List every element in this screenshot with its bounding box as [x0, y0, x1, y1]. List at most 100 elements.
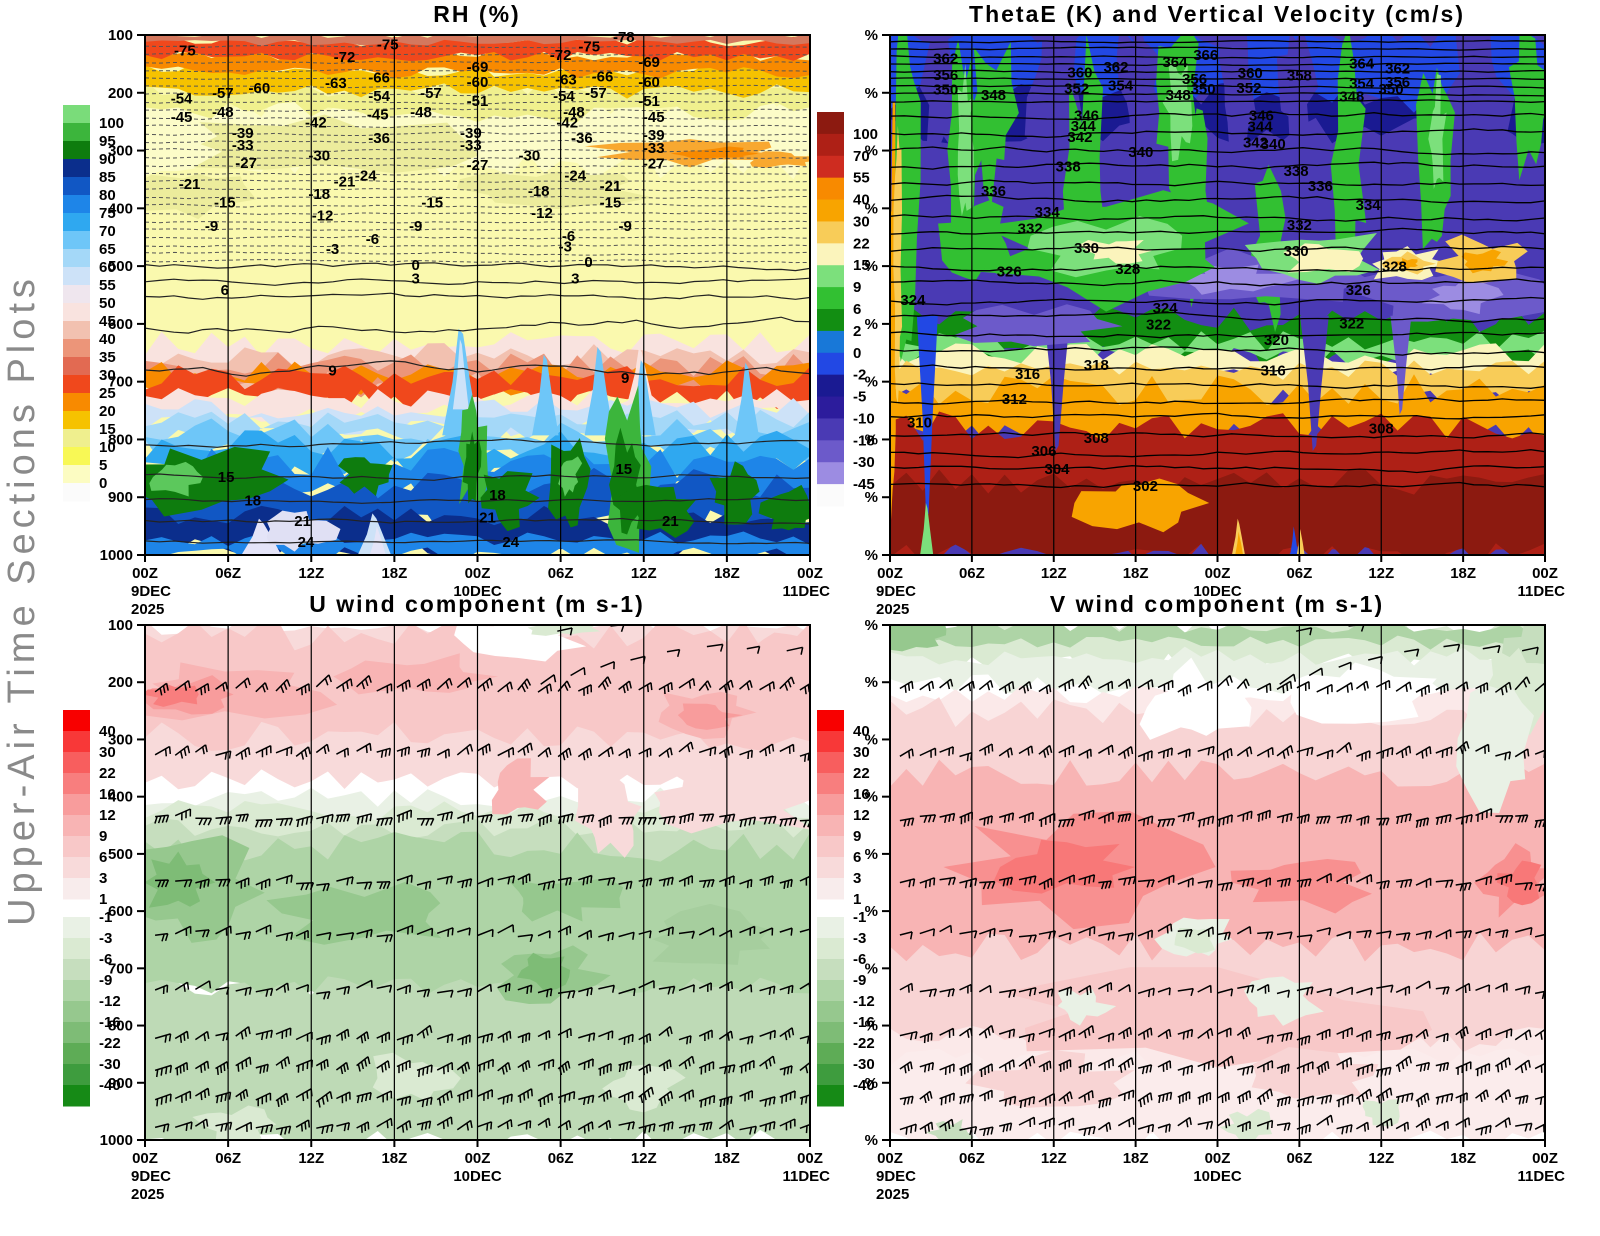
wind-barb: [1197, 1059, 1215, 1072]
contour-label: -21: [334, 174, 356, 191]
field-blob: [333, 653, 499, 695]
wind-barb: [597, 746, 614, 758]
wind-barb: [1058, 1028, 1076, 1042]
wind-barb: [698, 1029, 713, 1042]
colorbar-label: 85: [99, 169, 116, 186]
grid: [971, 625, 1464, 1140]
wind-barb: [1395, 745, 1412, 759]
wind-barb: [174, 1030, 189, 1043]
wind-barb: [630, 655, 646, 664]
colorbar-cell: [63, 857, 90, 879]
contour-label: 334: [1035, 204, 1061, 221]
field-spike: [452, 339, 469, 410]
colorbar-cell: [63, 105, 90, 124]
colorbar-cell: [817, 112, 844, 135]
wind-barb: [919, 877, 936, 889]
x-tick-label: 06Z: [215, 565, 241, 582]
wind-barb: [1038, 684, 1052, 695]
colorbar-cell: [817, 1064, 844, 1086]
wind-barb: [759, 743, 775, 757]
wind-barb: [638, 1032, 652, 1045]
wind-barb: [786, 646, 804, 655]
wind-barb: [436, 748, 450, 759]
colorbar-cell: [63, 447, 90, 466]
contour-label: -15: [421, 194, 443, 211]
contour-label: -45: [171, 109, 193, 126]
wind-barb: [195, 1060, 210, 1073]
wind-barb: [316, 990, 331, 1000]
wind-barb: [295, 1088, 313, 1102]
contour-label: -33: [643, 140, 665, 157]
wind-barb: [335, 1061, 349, 1075]
wind-barb: [517, 1088, 533, 1103]
y-axis: 100 200 300 400 500 600 700 800 900 1000: [100, 617, 145, 1149]
grid: [227, 35, 728, 555]
wind-barb: [1435, 1032, 1449, 1043]
wind-barb: [638, 1086, 655, 1104]
wind-barb: [1443, 643, 1461, 652]
y-tick-label: %: [865, 1018, 878, 1035]
wind-barb: [1435, 929, 1452, 940]
wind-barb: [1534, 933, 1545, 942]
wind-barb: [1216, 674, 1233, 688]
wind-barb: [215, 816, 233, 826]
contour-label: -72: [550, 47, 572, 64]
contour-label: 364: [1349, 56, 1375, 73]
panel-title-rh: RH (%): [433, 1, 520, 27]
wind-barb: [1117, 745, 1134, 759]
colorbar-cell: [63, 483, 90, 502]
wind-barb: [939, 988, 955, 998]
wind-barb: [1455, 813, 1473, 825]
wind-barb: [979, 880, 996, 890]
y-tick-label: 600: [108, 316, 133, 333]
wind-barb: [759, 1029, 776, 1040]
wind-barb: [255, 924, 272, 935]
wind-barb: [1137, 1027, 1153, 1040]
contour-label: 310: [907, 414, 932, 431]
wind-barb: [979, 1126, 994, 1137]
wind-barb: [356, 979, 373, 989]
contour-label: 352: [1236, 80, 1261, 97]
wind-barb: [517, 1032, 531, 1044]
colorbar-label: 40: [853, 723, 870, 740]
date-label: 11DEC: [1517, 583, 1565, 600]
wind-barb: [235, 813, 250, 823]
wind-barb: [376, 1031, 391, 1044]
y-tick-label: 400: [108, 200, 133, 217]
wind-barb: [577, 684, 593, 696]
wind-barb: [698, 1061, 715, 1075]
wind-barb: [899, 1030, 918, 1041]
field-blob: [1165, 263, 1299, 295]
wind-barb: [1415, 817, 1430, 828]
colorbar-label: 75: [99, 205, 116, 222]
wind-barb: [739, 1035, 754, 1045]
wind-barb: [315, 674, 333, 688]
colorbar-cell: [817, 917, 844, 939]
contour-label: 346: [1074, 108, 1099, 125]
wind-barb: [1435, 1061, 1450, 1072]
wind-barb: [1078, 1125, 1096, 1137]
wind-barb: [1276, 744, 1294, 759]
wind-barb: [1256, 1119, 1274, 1130]
wind-barb: [537, 1092, 554, 1108]
wind-barb: [799, 928, 810, 936]
wind-barb: [1177, 1091, 1191, 1104]
wind-barb: [335, 678, 353, 692]
colorbar-cell: [63, 1043, 90, 1065]
wind-barb: [1038, 812, 1056, 827]
contour-label: 338: [1284, 163, 1309, 180]
colorbar-cell: [63, 959, 90, 981]
wind-barb: [396, 1059, 411, 1074]
wind-barb: [618, 931, 635, 940]
contour-label: -18: [528, 183, 550, 200]
wind-barb: [275, 1125, 292, 1136]
wind-barb: [1336, 986, 1354, 995]
contour-label: -63: [325, 75, 347, 92]
wind-barb: [456, 1119, 473, 1131]
wind-barb: [1038, 930, 1057, 940]
wind-barb: [1276, 1063, 1290, 1074]
colorbar-cell: [63, 710, 90, 732]
wind-barb: [618, 880, 633, 890]
colorbar-label: 20: [99, 403, 116, 420]
